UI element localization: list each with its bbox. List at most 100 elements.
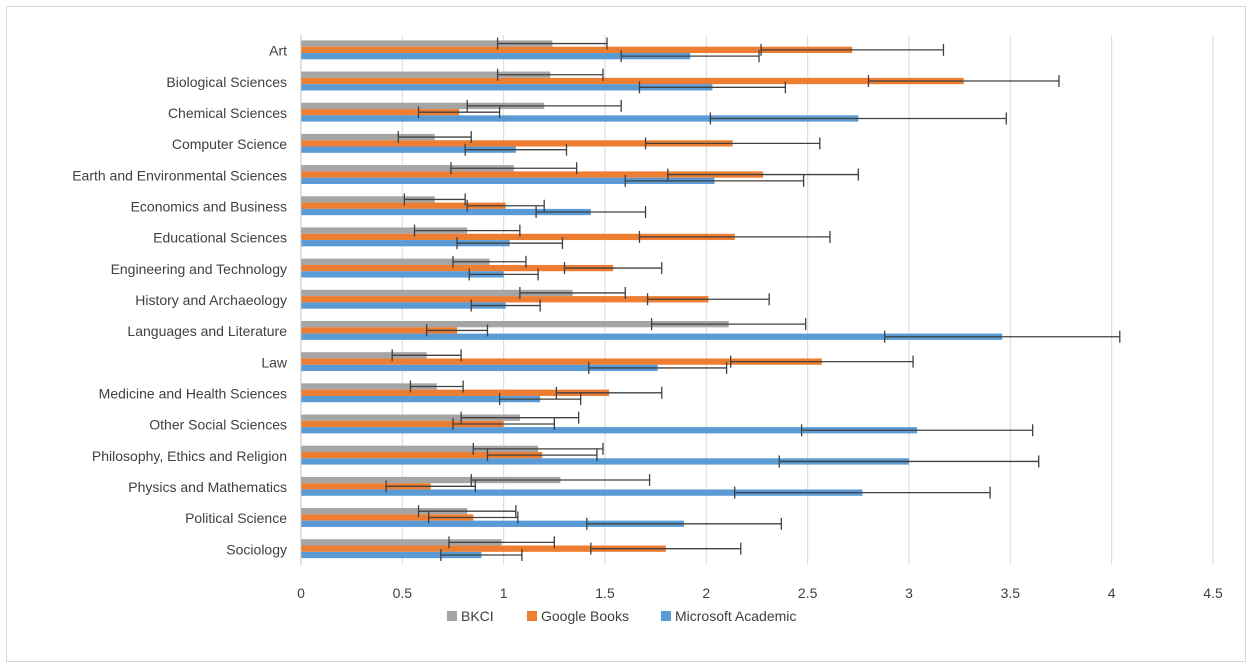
- error-bar: [409, 380, 464, 393]
- error-bar: [555, 386, 663, 399]
- bar: [301, 545, 666, 552]
- category-label: Sociology: [226, 541, 287, 557]
- error-bar: [586, 517, 782, 530]
- bar: [301, 102, 545, 110]
- error-bar: [391, 349, 462, 362]
- legend-item: BKCI: [447, 608, 494, 624]
- bar: [301, 520, 685, 527]
- category-label: Earth and Environmental Sciences: [72, 167, 287, 183]
- error-bar: [470, 299, 541, 312]
- bar: [301, 133, 435, 141]
- error-bar: [452, 417, 555, 430]
- bar: [301, 165, 514, 172]
- error-bar: [496, 68, 604, 81]
- x-tick-label: 2.5: [798, 585, 818, 601]
- bar: [301, 539, 502, 546]
- legend-swatch: [527, 611, 537, 621]
- category-label: Educational Sciences: [153, 230, 287, 246]
- error-bar: [519, 286, 626, 299]
- bar: [301, 508, 468, 515]
- bar: [301, 77, 964, 85]
- category-label: Biological Sciences: [166, 74, 287, 90]
- bars: [301, 40, 1003, 559]
- category-label: Languages and Literature: [127, 323, 287, 339]
- error-bar: [452, 255, 527, 268]
- category-label: Other Social Sciences: [149, 417, 287, 433]
- category-label: Philosophy, Ethics and Religion: [92, 448, 287, 464]
- error-bar: [417, 505, 517, 518]
- category-label: Engineering and Technology: [111, 261, 287, 277]
- x-tick-label: 3.5: [1001, 585, 1021, 601]
- category-label: Political Science: [185, 510, 287, 526]
- bar: [301, 420, 504, 428]
- bar: [301, 445, 539, 452]
- error-bar: [460, 411, 580, 424]
- error-bar: [778, 455, 1040, 468]
- error-bar: [535, 206, 647, 219]
- gridlines: [401, 35, 1214, 565]
- bar: [301, 240, 510, 247]
- legend-item: Google Books: [527, 608, 629, 624]
- bar: [301, 296, 709, 303]
- axes: 0 0.5 1 1.5 2 2.5 3 3.5 4 4.5 Art Biological Scienc…: [72, 35, 1223, 601]
- error-bar: [440, 548, 523, 561]
- bar: [301, 115, 859, 122]
- error-bar: [468, 268, 539, 281]
- error-bar: [486, 449, 598, 462]
- error-bar: [800, 424, 1034, 437]
- error-bar: [650, 318, 807, 331]
- bar: [301, 364, 658, 372]
- error-bar: [734, 486, 991, 499]
- x-tick-label: 4.5: [1203, 585, 1223, 601]
- bar: [301, 427, 918, 434]
- error-bar: [466, 199, 545, 212]
- error-bar: [884, 330, 1121, 343]
- category-label: Economics and Business: [131, 198, 287, 214]
- bar-chart: 0 0.5 1 1.5 2 2.5 3 3.5 4 4.5 Art Biological Scienc…: [72, 35, 1223, 624]
- error-bar: [638, 81, 787, 94]
- error-bar: [638, 230, 831, 243]
- bar: [301, 383, 437, 390]
- category-label: History and Archaeology: [135, 292, 287, 308]
- legend: BKCI Google Books Microsoft Academic: [447, 608, 796, 624]
- x-tick-label: 4: [1108, 585, 1116, 601]
- error-bar: [413, 224, 521, 237]
- bar: [301, 414, 520, 421]
- bar: [301, 171, 764, 178]
- bar: [301, 289, 573, 297]
- error-bar: [417, 106, 501, 119]
- bar: [301, 109, 460, 116]
- bar: [301, 196, 435, 203]
- bar: [301, 140, 733, 147]
- legend-swatch: [447, 611, 457, 621]
- bar: [301, 258, 490, 265]
- bar: [301, 46, 853, 53]
- error-bar: [667, 168, 859, 181]
- legend-label: Microsoft Academic: [675, 608, 796, 624]
- category-label: Art: [269, 43, 287, 59]
- error-bar: [730, 355, 914, 368]
- error-bar: [588, 361, 728, 374]
- error-bar: [464, 143, 568, 156]
- legend-item: Microsoft Academic: [661, 608, 796, 624]
- legend-label: Google Books: [541, 608, 629, 624]
- error-bar: [563, 262, 663, 275]
- bar: [301, 327, 458, 334]
- bar: [301, 489, 863, 496]
- error-bar: [620, 50, 760, 63]
- bar: [301, 71, 551, 78]
- bar: [301, 53, 691, 60]
- x-tick-label: 3: [905, 585, 913, 601]
- bar: [301, 476, 561, 484]
- error-bar: [428, 511, 519, 524]
- x-tick-label: 1: [500, 585, 508, 601]
- x-tick-label: 1.5: [595, 585, 615, 601]
- error-bar: [450, 162, 578, 175]
- error-bar: [472, 442, 604, 455]
- error-bar: [646, 293, 770, 306]
- error-bar: [709, 112, 1007, 125]
- bar: [301, 271, 504, 278]
- error-bar: [470, 474, 651, 487]
- x-tick-label: 2: [702, 585, 710, 601]
- error-bar: [448, 536, 555, 549]
